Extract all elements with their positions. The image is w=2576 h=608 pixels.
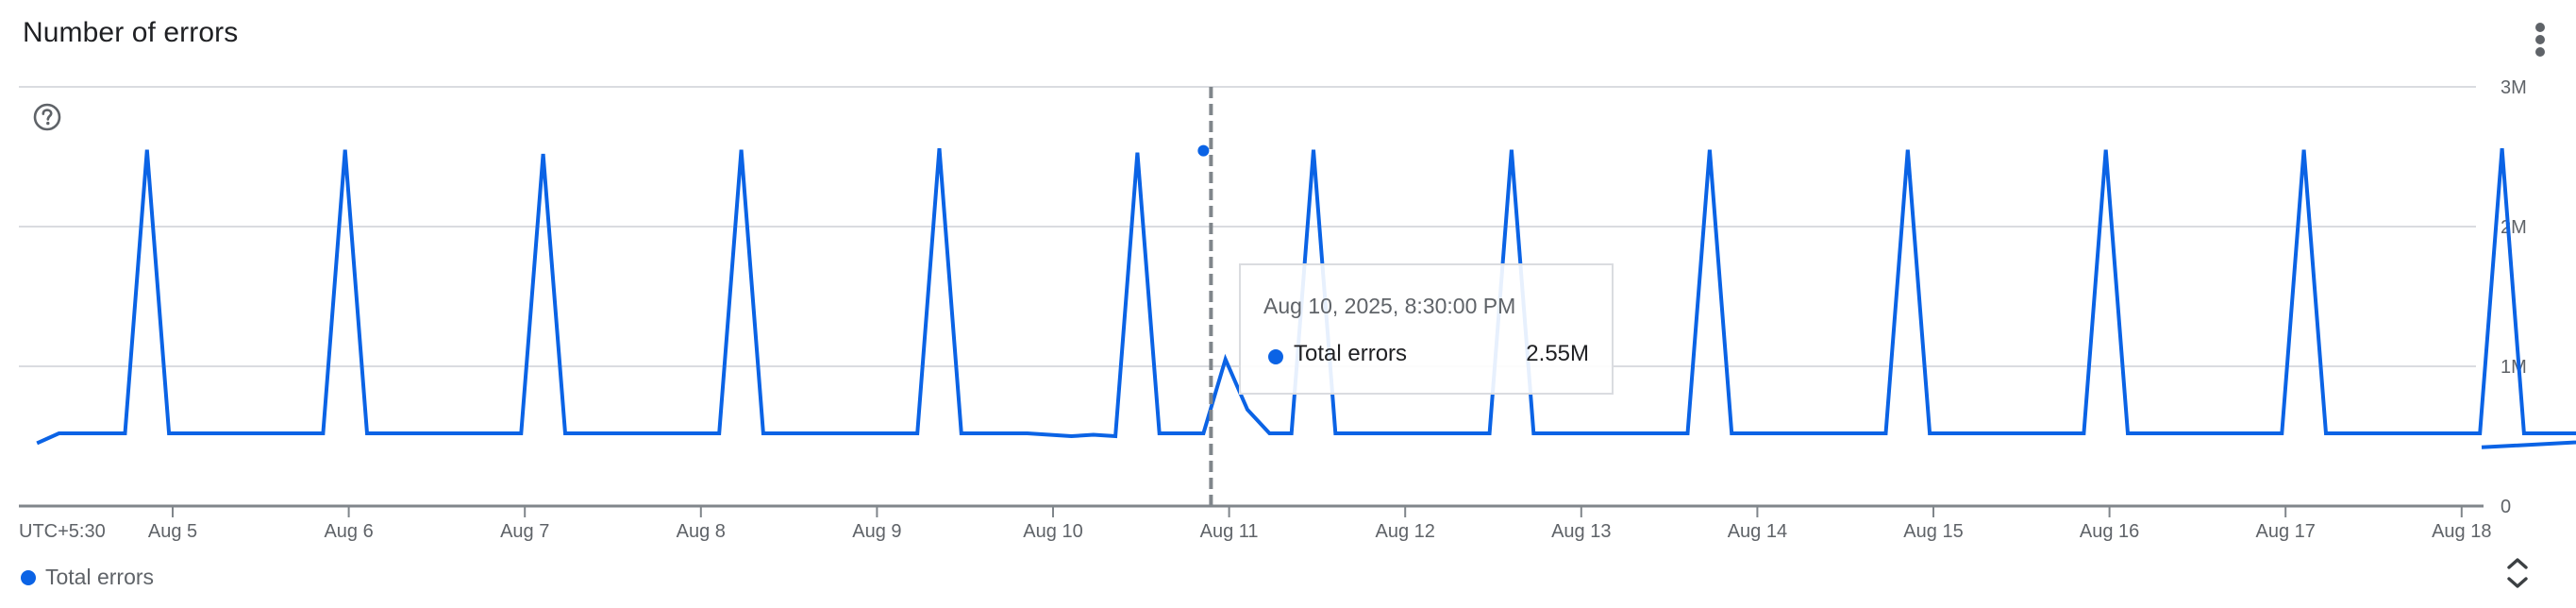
- x-tick-label: Aug 10: [1023, 521, 1082, 542]
- x-tick-label: Aug 17: [2256, 521, 2316, 542]
- x-tick-label: Aug 15: [1903, 521, 1963, 542]
- tooltip-series-label: Total errors: [1294, 341, 1408, 366]
- chart-title: Number of errors: [23, 17, 239, 48]
- timezone-label: UTC+5:30: [19, 521, 106, 542]
- x-tick-label: Aug 13: [1551, 521, 1611, 542]
- x-tick-label: Aug 16: [2080, 521, 2139, 542]
- legend-item-total-errors[interactable]: Total errors: [21, 565, 154, 590]
- y-tick-label: 1M: [2501, 357, 2527, 378]
- y-tick-label: 3M: [2501, 77, 2527, 98]
- tooltip-time: Aug 10, 2025, 8:30:00 PM: [1263, 294, 1516, 318]
- chart-tooltip: Aug 10, 2025, 8:30:00 PM Total errors 2.…: [1239, 263, 1614, 395]
- more-vert-icon: [2535, 23, 2545, 32]
- x-tick-label: Aug 14: [1728, 521, 1787, 542]
- unfold-more-icon[interactable]: [2501, 553, 2534, 593]
- more-options-button[interactable]: [2523, 19, 2555, 60]
- tooltip-series-value: 2.55M: [1526, 341, 1589, 366]
- help-icon[interactable]: [32, 102, 62, 132]
- tooltip-series-dot-icon: [1268, 349, 1283, 364]
- hover-point: [1197, 144, 1210, 157]
- x-axis: UTC+5:30 Aug 5 Aug 6 Aug 7 Aug 8 Aug 9 Aug 10 A…: [19, 504, 2491, 542]
- more-vert-icon-dot: [2535, 47, 2545, 57]
- legend-label: Total errors: [45, 565, 155, 589]
- x-tick-label: Aug 9: [852, 521, 901, 542]
- x-tick-label: Aug 18: [2432, 521, 2491, 542]
- series-line-total-errors[interactable]: [36, 147, 2576, 449]
- y-tick-label: 0: [2501, 497, 2511, 517]
- more-vert-icon-dot: [2535, 35, 2545, 44]
- legend-dot-icon: [21, 569, 36, 585]
- x-tick-label: Aug 8: [677, 521, 726, 542]
- x-tick-label: Aug 6: [324, 521, 373, 542]
- x-tick-label: Aug 7: [500, 521, 549, 542]
- x-tick-label: Aug 5: [148, 521, 197, 542]
- x-tick-label: Aug 11: [1200, 521, 1259, 542]
- x-tick-label: Aug 12: [1376, 521, 1435, 542]
- y-tick-label: 2M: [2501, 217, 2527, 238]
